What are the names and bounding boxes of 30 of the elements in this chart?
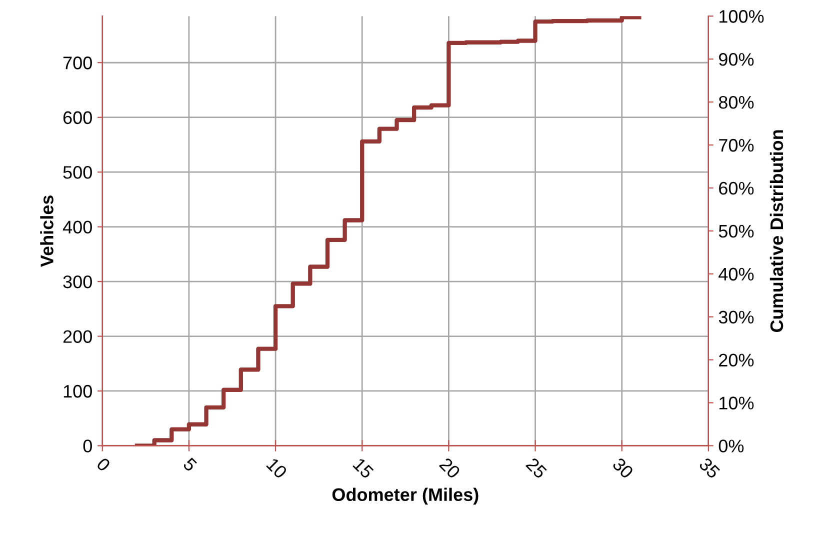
y-tick-label: 200	[63, 330, 92, 343]
y2-tick-label: 100%	[720, 10, 764, 23]
x-tick-label: 30	[612, 456, 634, 480]
y2-tick-label: 20%	[719, 354, 754, 367]
y2-tick-label: 90%	[719, 53, 754, 66]
y2-tick-label: 30%	[718, 310, 754, 324]
y2-tick-label: 60%	[719, 182, 754, 195]
x-tick-label: 25	[525, 457, 548, 480]
y2-tick-label: 40%	[718, 268, 754, 281]
y2-tick-label: 0%	[718, 440, 744, 452]
y2-tick-label: 50%	[718, 224, 754, 238]
x-tick-label: 20	[438, 457, 461, 480]
x-tick-label: 15	[352, 458, 374, 480]
x-tick-label: 10	[266, 457, 288, 480]
y2-axis-title: Cumulative Distribution	[770, 130, 784, 332]
y2-tick-label: 80%	[718, 96, 754, 109]
x-tick-label: 35	[698, 456, 721, 480]
y-tick-label: 400	[62, 220, 92, 234]
y2-tick-label: 70%	[719, 138, 754, 152]
y-tick-label: 0	[83, 440, 92, 452]
y-tick-label: 100	[64, 384, 92, 398]
x-tick-label: 0	[96, 456, 112, 472]
x-tick-label: 5	[182, 457, 198, 472]
x-axis-title: Odometer (Miles)	[332, 488, 478, 505]
y-tick-label: 300	[63, 275, 92, 288]
y-axis-title: Vehicles	[40, 196, 54, 267]
y-tick-label: 500	[63, 166, 92, 179]
y-tick-label: 700	[63, 56, 92, 70]
y2-tick-label: 10%	[720, 396, 754, 410]
y-tick-label: 600	[63, 111, 92, 124]
